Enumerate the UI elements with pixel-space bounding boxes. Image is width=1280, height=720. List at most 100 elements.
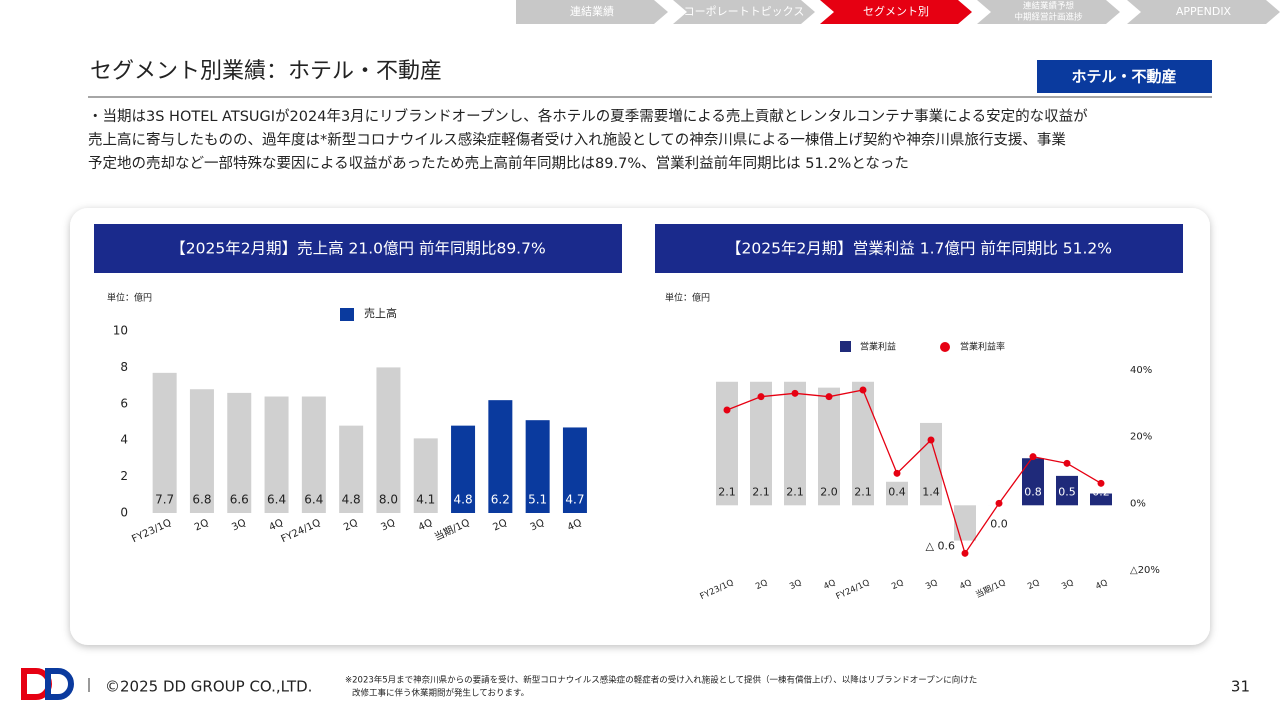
x-tick-label: 3Q bbox=[788, 578, 803, 592]
page-number: 31 bbox=[1231, 678, 1250, 696]
value-label: 2.1 bbox=[752, 485, 770, 498]
bar bbox=[716, 381, 738, 506]
bar bbox=[886, 481, 908, 506]
value-label: 6.4 bbox=[304, 493, 323, 507]
nav-tab-label: コーポレートトピックス bbox=[684, 5, 805, 18]
x-tick-label: 4Q bbox=[958, 578, 973, 592]
y2-tick-label: 0% bbox=[1130, 498, 1146, 509]
nav-tab[interactable] bbox=[516, 0, 668, 24]
bar bbox=[301, 396, 326, 513]
line-marker bbox=[1063, 459, 1071, 467]
nav-tab-label: 連結業績 bbox=[570, 4, 614, 18]
value-label: 2.1 bbox=[786, 485, 804, 498]
chart-header bbox=[94, 224, 622, 273]
bar bbox=[227, 392, 252, 513]
value-label: 0.2 bbox=[1092, 485, 1110, 498]
line-marker bbox=[723, 406, 731, 414]
x-tick-label: 4Q bbox=[822, 578, 837, 592]
nav-tab[interactable] bbox=[1127, 0, 1280, 24]
unit-label: 単位：億円 bbox=[665, 292, 710, 304]
x-tick-label: 2Q bbox=[890, 578, 905, 592]
value-label: 0.8 bbox=[1024, 485, 1042, 498]
legend-swatch bbox=[940, 342, 950, 352]
bar bbox=[451, 425, 476, 513]
bar bbox=[920, 422, 942, 506]
chart-card bbox=[70, 208, 1210, 645]
body-text: ・当期は3S HOTEL ATSUGIが2024年3月にリブランドオープンし、各… bbox=[88, 107, 1088, 125]
x-tick-label: 2Q bbox=[754, 578, 769, 592]
legend-label: 売上高 bbox=[364, 306, 397, 320]
badge-bg bbox=[1037, 60, 1212, 93]
value-label: 4.7 bbox=[565, 493, 584, 507]
line-marker bbox=[825, 393, 833, 401]
value-label: 7.7 bbox=[155, 493, 174, 507]
nav-tab[interactable] bbox=[977, 0, 1120, 24]
bar bbox=[525, 420, 550, 513]
y-tick-label: 4 bbox=[120, 433, 128, 447]
logo bbox=[21, 668, 74, 700]
value-label: 6.6 bbox=[230, 493, 249, 507]
value-label: 6.8 bbox=[192, 493, 211, 507]
value-label: 4.8 bbox=[454, 493, 473, 507]
value-label: 0.5 bbox=[1058, 485, 1076, 498]
line-marker bbox=[791, 389, 799, 397]
chart-title: 【2025年2月期】売上高 21.0億円 前年同期比89.7% bbox=[170, 240, 545, 258]
bar bbox=[1056, 475, 1078, 506]
bar bbox=[1022, 458, 1044, 506]
value-label: 0.0 bbox=[990, 517, 1008, 530]
line-marker bbox=[757, 393, 765, 401]
value-label: 5.1 bbox=[528, 493, 547, 507]
y-tick-label: 2 bbox=[120, 469, 128, 483]
legend-label: 営業利益 bbox=[860, 341, 896, 353]
y2-tick-label: 40% bbox=[1130, 365, 1152, 376]
copyright: ©2025 DD GROUP CO.,LTD. bbox=[105, 678, 312, 696]
nav-tab-label: APPENDIX bbox=[1176, 5, 1232, 18]
line bbox=[726, 389, 1102, 555]
legend-swatch bbox=[840, 341, 851, 352]
footnote: 改修工事に伴う休業期間が発生しております。 bbox=[352, 688, 529, 699]
value-label: 2.1 bbox=[718, 485, 736, 498]
unit-label: 単位：億円 bbox=[107, 292, 152, 304]
x-tick-label: 3Q bbox=[924, 578, 939, 592]
nav-tab-label: 中期経営計画進捗 bbox=[1014, 12, 1083, 23]
badge: ホテル・不動産 bbox=[1071, 68, 1176, 86]
value-label: △ 0.6 bbox=[926, 540, 955, 553]
legend-label: 営業利益率 bbox=[960, 341, 1005, 353]
line-marker bbox=[1029, 453, 1037, 461]
value-label: 2.1 bbox=[854, 485, 872, 498]
value-label: 6.2 bbox=[491, 493, 510, 507]
nav-tab-label: セグメント別 bbox=[863, 4, 929, 18]
line-marker bbox=[1097, 479, 1105, 487]
y-tick-label: 0 bbox=[120, 506, 128, 520]
value-label: 2.0 bbox=[820, 485, 838, 498]
value-label: 1.4 bbox=[922, 485, 940, 498]
bar bbox=[1090, 493, 1112, 506]
bar bbox=[376, 367, 401, 513]
y-tick-label: 8 bbox=[120, 360, 128, 374]
bar bbox=[488, 400, 513, 513]
y-tick-label: 6 bbox=[120, 396, 128, 410]
bar bbox=[750, 381, 772, 506]
line-marker bbox=[995, 499, 1003, 507]
bar bbox=[413, 438, 438, 513]
bar bbox=[562, 427, 587, 513]
x-tick-label: 2Q bbox=[1026, 578, 1041, 592]
value-label: 8.0 bbox=[379, 493, 398, 507]
nav-tab[interactable] bbox=[820, 0, 972, 24]
y-tick-label: 10 bbox=[113, 324, 128, 338]
body-text: 予定地の売却など一部特殊な要因による収益があったため売上高前年同期比は89.7%… bbox=[88, 155, 909, 172]
line-marker bbox=[859, 386, 867, 394]
bar bbox=[784, 381, 806, 506]
nav-tab[interactable] bbox=[673, 0, 815, 24]
value-label: 4.8 bbox=[342, 493, 361, 507]
value-label: 4.1 bbox=[416, 493, 435, 507]
nav-tab-label: 連結業績予想 bbox=[1023, 1, 1075, 12]
bar bbox=[264, 396, 289, 513]
bar bbox=[339, 425, 364, 513]
slide-title: セグメント別業績：ホテル・不動産 bbox=[90, 59, 442, 84]
bar bbox=[852, 381, 874, 506]
chart-header bbox=[655, 224, 1183, 273]
value-label: 6.4 bbox=[267, 493, 286, 507]
